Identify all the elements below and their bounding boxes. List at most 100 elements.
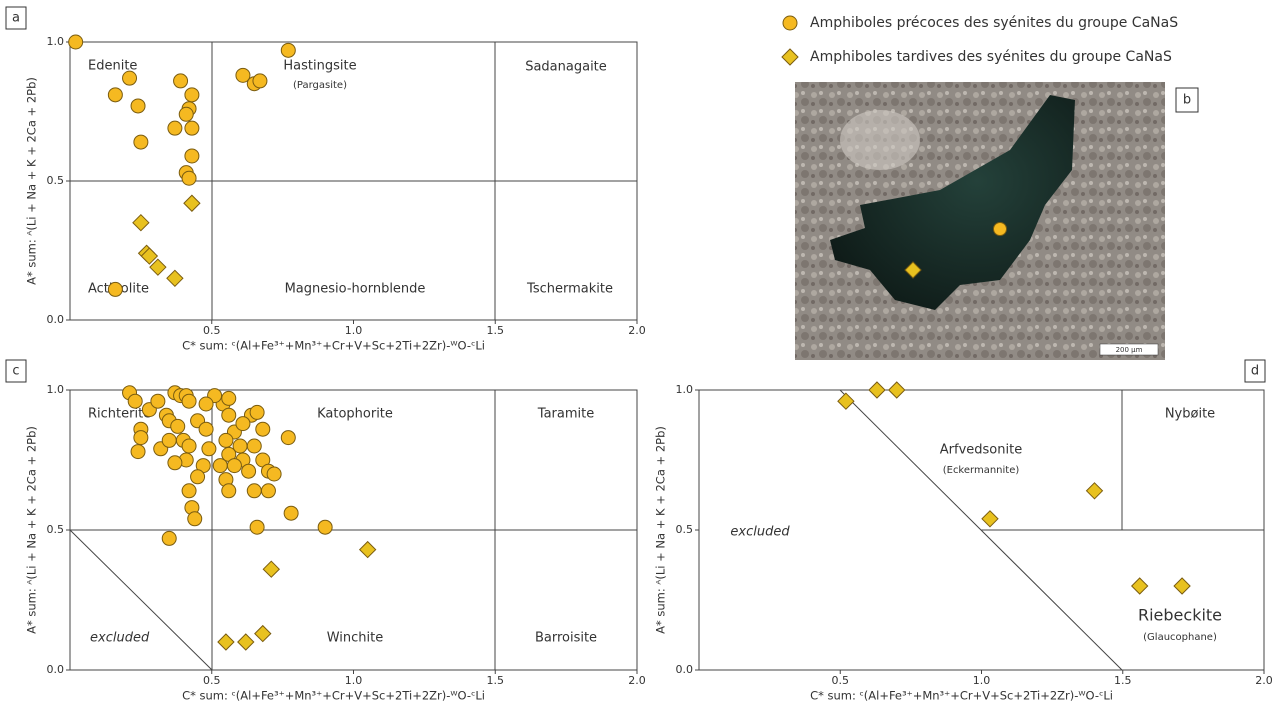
legend-label: Amphiboles tardives des syénites du grou…: [810, 49, 1172, 65]
data-point: [235, 416, 251, 432]
y-tick-label: 0.5: [47, 174, 65, 187]
panel-label: b: [1183, 93, 1191, 108]
y-axis-label: A* sum: ᴬ(Li + Na + K + 2Ca + 2Pb): [25, 77, 39, 285]
data-point: [190, 469, 206, 485]
photo-marker-diamond: [904, 261, 922, 279]
data-point: [226, 458, 242, 474]
data-point: [198, 421, 214, 437]
y-tick-label: 1.0: [676, 383, 694, 396]
field-name: Winchite: [327, 631, 384, 646]
data-point: [1130, 577, 1149, 595]
data-point: [212, 458, 228, 474]
legend-label: Amphiboles précoces des syénites du grou…: [810, 15, 1178, 31]
data-point: [837, 392, 855, 410]
data-point: [249, 519, 265, 535]
data-point: [198, 396, 214, 412]
data-point: [262, 560, 280, 578]
x-tick-label: 2.0: [628, 324, 646, 337]
data-point: [170, 418, 186, 434]
field-boundaries-a: [70, 42, 637, 320]
data-point: [868, 381, 886, 399]
data-point: [283, 505, 299, 521]
data-point: [255, 421, 271, 437]
panel-label-d: d: [1244, 359, 1266, 383]
field-name: (Glaucophane): [1143, 632, 1217, 643]
data-point: [161, 530, 177, 546]
data-point: [184, 148, 200, 164]
panel-label-a: a: [5, 6, 27, 30]
y-tick-label: 0.5: [676, 523, 694, 536]
data-point: [280, 42, 296, 58]
field-name: Arfvedsonite: [940, 443, 1022, 458]
data-point: [221, 390, 237, 406]
y-tick-label: 1.0: [47, 35, 65, 48]
x-tick-label: 2.0: [628, 674, 646, 687]
data-point: [237, 633, 255, 651]
legend-marker: [782, 15, 798, 31]
data-point: [249, 404, 265, 420]
data-point: [133, 430, 149, 446]
data-point: [1085, 482, 1104, 500]
data-point: [241, 463, 257, 479]
y-tick-label: 0.0: [47, 313, 65, 326]
data-point: [217, 633, 235, 651]
x-tick-label: 1.0: [345, 674, 363, 687]
scale-bar-label: 200 µm: [1116, 346, 1143, 354]
x-tick-label: 0.5: [832, 674, 850, 687]
y-tick-label: 1.0: [47, 383, 65, 396]
x-tick-label: 2.0: [1255, 674, 1273, 687]
data-point: [254, 624, 272, 643]
data-point: [181, 483, 197, 499]
x-tick-label: 1.5: [487, 324, 505, 337]
data-point: [150, 393, 166, 409]
y-tick-label: 0.5: [47, 523, 65, 536]
scale-bar: [1099, 343, 1159, 356]
y-axis-label: A* sum: ᴬ(Li + Na + K + 2Ca + 2Pb): [654, 426, 668, 634]
x-axis-label: C* sum: ᶜ(Al+Fe³⁺+Mn³⁺+Cr+V+Sc+2Ti+2Zr)-…: [182, 339, 485, 353]
field-name: (Pargasite): [293, 80, 347, 91]
data-point: [130, 444, 146, 460]
photo-marker-circle: [993, 222, 1007, 236]
data-point: [221, 407, 237, 423]
data-point: [888, 381, 906, 399]
field-name: Sadanagaite: [525, 60, 607, 75]
data-point: [184, 87, 200, 103]
data-point: [317, 519, 333, 535]
field-name: Edenite: [88, 59, 137, 74]
x-tick-label: 1.5: [1114, 674, 1132, 687]
field-name: excluded: [730, 525, 790, 540]
data-point: [246, 483, 262, 499]
data-point: [252, 73, 268, 89]
field-name: Nybøite: [1165, 407, 1215, 422]
x-tick-label: 1.0: [345, 324, 363, 337]
data-point: [181, 393, 197, 409]
x-tick-label: 0.5: [203, 324, 221, 337]
data-point: [161, 432, 177, 448]
legend-marker: [781, 48, 799, 66]
panel-label: c: [12, 364, 19, 379]
data-point: [358, 540, 377, 559]
panel-label: d: [1251, 364, 1259, 379]
data-point: [201, 441, 217, 457]
data-point: [133, 134, 149, 150]
data-point: [107, 281, 123, 297]
x-tick-label: 1.5: [487, 674, 505, 687]
y-tick-label: 0.0: [47, 663, 65, 676]
data-point: [132, 213, 150, 232]
y-axis-label: A* sum: ᴬ(Li + Na + K + 2Ca + 2Pb): [25, 426, 39, 634]
field-name: Hastingsite: [283, 59, 356, 74]
x-axis-label: C* sum: ᶜ(Al+Fe³⁺+Mn³⁺+Cr+V+Sc+2Ti+2Zr)-…: [182, 689, 485, 703]
data-point: [181, 170, 197, 186]
data-point: [178, 106, 194, 122]
field-name: Magnesio-hornblende: [285, 282, 426, 297]
panel-label-c: c: [5, 359, 27, 383]
data-point: [280, 430, 296, 446]
data-point: [218, 432, 234, 448]
data-point: [235, 67, 251, 83]
data-point: [127, 393, 143, 409]
field-name: Taramite: [537, 407, 594, 422]
x-axis-label: C* sum: ᶜ(Al+Fe³⁺+Mn³⁺+Cr+V+Sc+2Ti+2Zr)-…: [810, 689, 1113, 703]
data-point: [187, 511, 203, 527]
